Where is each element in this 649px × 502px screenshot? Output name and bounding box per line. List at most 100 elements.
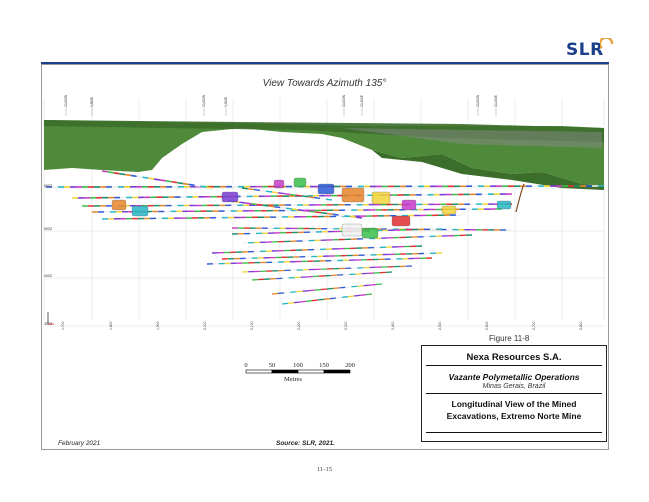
drift-segment — [253, 188, 261, 192]
drift-segment — [339, 286, 346, 289]
drift-segment — [256, 203, 263, 206]
bottom-tick-label: 2,600 — [485, 321, 489, 330]
scale-units: Metres — [284, 376, 303, 383]
drift-segment — [251, 203, 258, 206]
orientation-axes-icon — [47, 312, 54, 325]
drift-segment — [247, 188, 255, 191]
footer-source: Source: SLR, 2021. — [276, 440, 335, 447]
drift-segment — [345, 286, 352, 288]
drift-segment — [259, 189, 267, 192]
slr-logo-mark-icon — [600, 38, 614, 49]
drift-segment — [341, 296, 349, 298]
bottom-tick-label: 2,400 — [391, 321, 395, 330]
top-tick-labels: 10,000N 9,800E 10,000N 9,900E 10,000N 10,100E… — [64, 94, 498, 116]
drift-segment — [301, 195, 309, 198]
drift-segment — [338, 214, 345, 217]
stope-shape — [361, 227, 379, 239]
footer-date: February 2021 — [58, 440, 101, 447]
bottom-tick-label: 2,200 — [297, 321, 301, 330]
drift-segment — [351, 285, 358, 288]
top-tick-label: 10,000N — [342, 94, 346, 107]
bottom-tick-label: 2,500 — [438, 321, 442, 330]
drift-segment — [307, 196, 315, 199]
drift-segment — [305, 300, 313, 302]
scale-bar: 0 50 100 150 200 — [244, 362, 355, 374]
drift-segment — [274, 206, 281, 209]
drift-segment — [278, 292, 285, 295]
stope-shape — [293, 177, 307, 188]
drift-segment — [119, 172, 126, 176]
drift-segment — [194, 184, 201, 188]
drift-segment — [295, 194, 303, 197]
stope-shape — [221, 191, 239, 203]
drift-segment — [148, 177, 155, 180]
drift-segment — [365, 293, 373, 296]
drift-segment — [347, 295, 355, 298]
drift-segment — [326, 212, 333, 215]
elevation-label: 600Z — [44, 184, 53, 188]
top-tick-label: 9,900E — [224, 97, 228, 107]
stope-shape — [273, 179, 285, 189]
drift-segment — [375, 283, 383, 286]
drift-segment — [308, 289, 315, 292]
drift-segment — [311, 299, 319, 302]
stope-shape — [341, 187, 365, 203]
drift-segment — [125, 173, 132, 177]
top-tick-label: 10,100E — [360, 95, 364, 107]
drift-segment — [182, 182, 189, 186]
drift-segment — [335, 296, 343, 299]
bottom-tick-label: 2,100 — [250, 321, 254, 330]
figure-frame-top-rule — [41, 62, 609, 452]
bottom-tick-label: 1,900 — [156, 321, 160, 330]
drift-segment — [271, 191, 279, 194]
view-title: View Towards Azimuth 135° — [262, 78, 387, 89]
drift-segment — [241, 187, 249, 190]
drift-segment — [239, 201, 246, 204]
drift-segment — [333, 287, 340, 290]
project-location: Minas Gerais, Brazil — [482, 383, 546, 390]
drift-segment — [280, 206, 287, 209]
elevation-label: 400Z — [44, 274, 53, 278]
drift-segment — [353, 294, 361, 297]
top-tick-label: 10,000N — [202, 94, 206, 107]
drift-segment — [315, 211, 322, 214]
stope-shape — [496, 200, 512, 210]
drift-segment — [284, 291, 291, 294]
stope-shape — [441, 205, 457, 215]
drift-segment — [271, 292, 279, 295]
top-tick-label: 10,200E — [494, 95, 498, 107]
drift-segment — [245, 202, 252, 205]
bottom-tick-label: 1,700 — [61, 321, 65, 330]
top-tick-label: 10,000N — [476, 94, 480, 107]
description-line-2: Excavations, Extremo Norte Mine — [446, 411, 582, 421]
bottom-tick-label: 1,800 — [109, 321, 113, 330]
drift-segment — [314, 288, 321, 291]
divider — [426, 393, 602, 394]
drift-segment — [357, 285, 364, 287]
page-number: 11-15 — [317, 466, 332, 473]
drift-segment — [303, 209, 310, 212]
longitudinal-section: 10,000N 9,800E 10,000N 9,900E 10,000N 10,100E… — [43, 94, 605, 330]
drift-segment — [287, 302, 295, 304]
drift-segment — [153, 178, 161, 181]
drift-segment — [171, 180, 178, 184]
stope-shape — [111, 199, 127, 211]
scale-label: 100 — [293, 362, 303, 369]
drift-segment — [363, 284, 370, 287]
bottom-tick-label: 2,800 — [579, 321, 583, 330]
drift-segment — [188, 183, 195, 187]
stope-shape — [131, 205, 149, 217]
divider — [426, 432, 602, 433]
slr-logo: SLR — [566, 40, 604, 60]
drift-segment — [293, 301, 301, 304]
drift-segment — [317, 298, 325, 301]
drift-segment — [159, 179, 166, 182]
stope-shape — [401, 199, 417, 211]
drift-segment — [302, 290, 309, 292]
drift-segment — [326, 287, 334, 290]
drift-segment — [309, 210, 316, 213]
figure-frame — [41, 64, 609, 450]
drift-segment — [290, 291, 297, 293]
drift-segment — [136, 175, 143, 179]
drift-segment — [350, 215, 357, 218]
